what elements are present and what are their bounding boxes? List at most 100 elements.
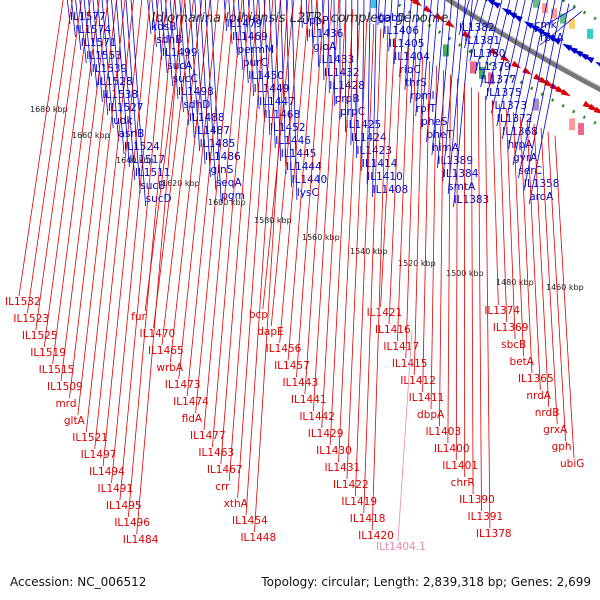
reverse-gene-label: nrdB xyxy=(535,407,560,419)
forward-gene-label: IL1404 xyxy=(394,51,430,63)
reverse-gene-label: IL1369 xyxy=(493,322,529,334)
feature-block xyxy=(533,0,539,8)
gene-leader-line xyxy=(69,0,117,399)
gene-leader-line xyxy=(470,87,474,495)
gene-leader-line xyxy=(43,0,91,348)
gene-leader-line xyxy=(388,42,403,325)
gene-tracks: IL1577IL1574IL1571IL1553IL1539IL1528IL15… xyxy=(5,0,600,553)
gene-leader-line xyxy=(431,0,446,156)
forward-gene-label: prpC xyxy=(340,106,365,118)
gene-leader-line xyxy=(338,14,361,463)
genome-backbone xyxy=(444,0,600,93)
gene-leader-line xyxy=(409,0,419,104)
gene-leader-line xyxy=(94,0,143,450)
reverse-gene-label: IL1519 xyxy=(30,347,66,359)
gene-leader-line xyxy=(539,10,583,46)
reverse-gene-label: IL1454 xyxy=(232,515,268,527)
gene-leader-line xyxy=(469,0,487,62)
gene-leader-line xyxy=(228,0,266,482)
forward-gene-label: IL1383 xyxy=(454,194,490,206)
kbp-label: 1560 kbp xyxy=(302,233,340,242)
topology-text: Topology: circular; Length: 2,839,318 bp… xyxy=(260,575,591,589)
forward-gene-label: gabD xyxy=(378,12,406,24)
reverse-gene-label: IL1525 xyxy=(22,330,58,342)
reverse-gene-label: gph xyxy=(552,441,572,453)
gene-leader-line xyxy=(97,0,109,116)
gene-leader-line xyxy=(153,0,194,329)
reverse-gene-label: IL1491 xyxy=(98,483,134,495)
reverse-gene-arrow xyxy=(522,67,533,75)
reverse-gene-label: IL1467 xyxy=(207,464,243,476)
gene-leader-line xyxy=(496,0,526,127)
gene-leader-line xyxy=(377,0,380,26)
forward-gene-arrow xyxy=(567,46,578,55)
forward-gene-label: thrS xyxy=(405,77,427,89)
feature-block xyxy=(560,13,566,24)
gene-leader-line xyxy=(397,47,410,342)
reverse-gene-label: chrR xyxy=(451,477,475,489)
gene-leader-line xyxy=(442,0,460,182)
feature-block xyxy=(533,98,539,111)
gene-leader-line xyxy=(77,0,126,416)
reverse-gene-label: IL1412 xyxy=(400,375,436,387)
reverse-gene-label: IL1496 xyxy=(114,517,150,529)
reverse-gene-arrow xyxy=(500,54,511,62)
reverse-gene-label: IL1417 xyxy=(383,341,419,353)
gene-leader-line xyxy=(426,0,439,143)
gene-leader-line xyxy=(312,0,340,412)
forward-gene-label: IL1408 xyxy=(373,184,409,196)
forward-gene-arrow xyxy=(523,21,534,29)
gene-leader-line xyxy=(161,0,203,346)
reverse-gene-label: IL1378 xyxy=(476,528,512,540)
gene-leader-line xyxy=(321,4,347,429)
forward-gene-label: IL1553 xyxy=(86,50,122,62)
forward-gene-label: glnS xyxy=(210,164,233,176)
reverse-gene-label: IL1473 xyxy=(165,379,201,391)
gene-leader-line xyxy=(512,0,548,166)
reverse-gene-label: ubiG xyxy=(560,458,584,470)
reverse-gene-label: sbcB xyxy=(501,339,526,351)
gene-leader-line xyxy=(52,0,100,365)
kbp-label: 1480 kbp xyxy=(496,278,534,287)
forward-gene-label: IL1440 xyxy=(291,174,327,186)
forward-gene-label: rpsA xyxy=(540,32,564,44)
forward-gene-label: IL1524 xyxy=(124,141,160,153)
reverse-gene-arrow xyxy=(412,0,423,7)
reverse-gene-label: IL1391 xyxy=(468,511,504,523)
forward-gene-label: IL1379 xyxy=(475,61,511,73)
feature-block xyxy=(578,123,584,136)
reverse-gene-arrow xyxy=(445,19,456,28)
gene-leader-line xyxy=(274,0,282,162)
gene-leader-line xyxy=(366,0,371,185)
gene-leader-line xyxy=(526,120,541,391)
forward-gene-arrow xyxy=(534,27,545,36)
gene-leader-line xyxy=(363,28,382,514)
gene-leader-line xyxy=(287,0,318,361)
reverse-gene-label: IL1463 xyxy=(198,447,234,459)
reverse-gene-label: IL1515 xyxy=(39,364,75,376)
gene-leader-line xyxy=(92,0,103,103)
reverse-gene-label: crr xyxy=(215,481,230,493)
reverse-gene-label: IL1422 xyxy=(333,479,369,491)
accession-text: Accession: NC_006512 xyxy=(10,575,146,589)
feature-block xyxy=(551,8,557,19)
reverse-gene-label: IL1429 xyxy=(308,428,344,440)
gene-leader-line xyxy=(413,56,423,376)
gene-leader-line xyxy=(463,0,479,49)
reverse-gene-label: wrbA xyxy=(156,362,184,374)
gene-leader-line xyxy=(210,0,222,204)
gene-leader-line xyxy=(350,0,353,146)
reverse-gene-label: bcp xyxy=(249,309,268,321)
feature-block xyxy=(569,18,575,29)
forward-gene-label: cmk xyxy=(535,19,558,31)
forward-gene-label: IL1571 xyxy=(81,37,117,49)
forward-gene-label: IL1539 xyxy=(92,63,128,75)
reverse-gene-label: IL1470 xyxy=(140,328,176,340)
forward-gene-label: IL1358 xyxy=(524,178,560,190)
reverse-gene-label: IL1431 xyxy=(325,462,361,474)
gene-leader-line xyxy=(125,0,141,194)
forward-gene-arrow xyxy=(595,61,600,67)
gene-leader-line xyxy=(554,135,575,459)
